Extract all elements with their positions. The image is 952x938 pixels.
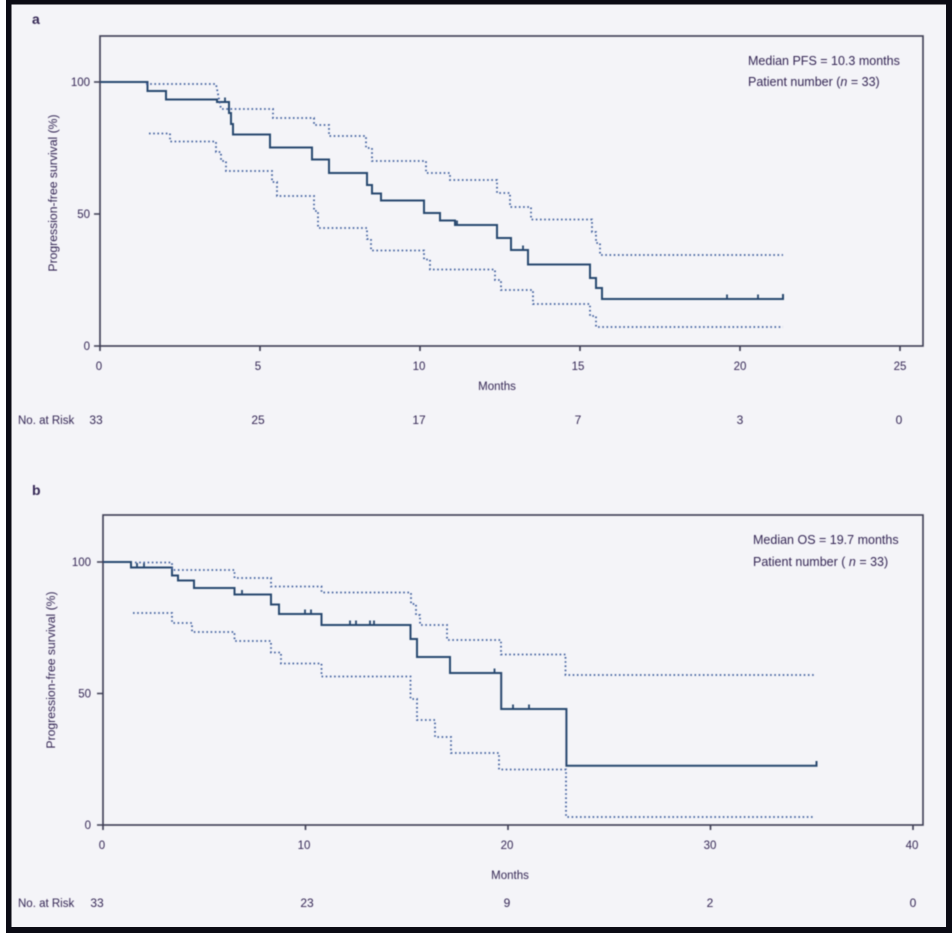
svg-text:25: 25 [894,361,907,373]
svg-text:No. at Risk: No. at Risk [18,898,74,910]
svg-text:10: 10 [413,361,426,373]
svg-text:23: 23 [300,896,314,910]
svg-text:Months: Months [491,870,529,882]
svg-text:Median PFS = 10.3 months: Median PFS = 10.3 months [748,54,900,68]
svg-text:0: 0 [99,840,105,852]
svg-text:100: 100 [72,557,91,569]
svg-text:0: 0 [84,341,90,353]
svg-text:40: 40 [906,840,919,852]
svg-text:15: 15 [572,361,585,373]
svg-text:33: 33 [90,896,104,910]
svg-text:50: 50 [77,209,90,221]
svg-text:9: 9 [504,896,511,910]
svg-text:No. at Risk: No. at Risk [18,415,74,427]
svg-text:0: 0 [96,361,102,373]
svg-text:Patient number (n = 33): Patient number (n = 33) [748,75,880,89]
svg-text:Months: Months [478,381,516,393]
svg-text:30: 30 [704,840,717,852]
svg-text:a: a [32,11,40,27]
svg-text:Patient number ( n = 33): Patient number ( n = 33) [753,555,888,569]
svg-text:50: 50 [78,689,91,701]
svg-text:0: 0 [85,820,91,832]
svg-text:25: 25 [251,413,265,427]
svg-text:100: 100 [71,77,90,89]
svg-text:3: 3 [737,413,744,427]
svg-text:0: 0 [910,896,917,910]
svg-text:5: 5 [255,361,261,373]
svg-text:20: 20 [734,361,747,373]
svg-text:Progression-free survival (%): Progression-free survival (%) [46,114,60,271]
svg-text:10: 10 [298,840,311,852]
svg-text:20: 20 [501,840,514,852]
svg-text:Median OS = 19.7 months: Median OS = 19.7 months [753,533,899,547]
svg-text:17: 17 [412,413,426,427]
svg-text:0: 0 [896,413,903,427]
svg-text:33: 33 [89,413,103,427]
svg-text:b: b [32,482,41,498]
svg-text:2: 2 [707,896,714,910]
svg-text:Progression-free survival (%): Progression-free survival (%) [44,591,58,748]
svg-text:7: 7 [575,413,582,427]
